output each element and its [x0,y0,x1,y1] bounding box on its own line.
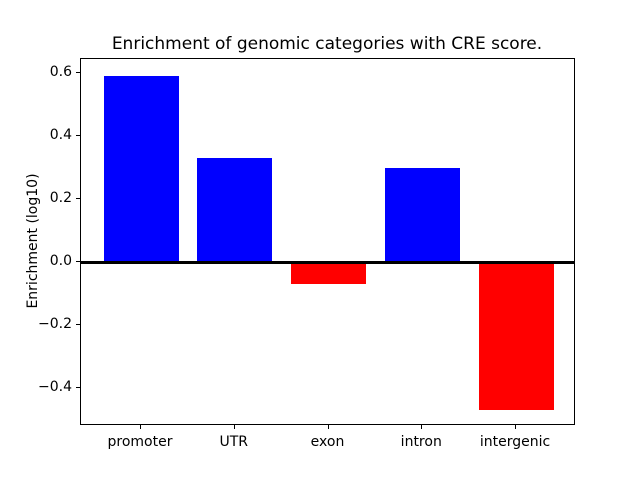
zero-line [81,260,574,264]
x-tick-label-exon: exon [310,434,345,450]
y-tick-label: 0.0 [49,252,72,269]
x-tick-mark-promoter [140,425,141,429]
y-tick-mark [76,134,80,136]
bar-exon [291,262,366,285]
x-tick-label-UTR: UTR [219,434,249,450]
x-tick-label-intergenic: intergenic [479,434,551,450]
y-tick-mark [76,386,80,388]
bar-UTR [197,158,273,263]
x-tick-mark-UTR [233,425,235,429]
y-tick-label: 0.4 [49,126,72,143]
y-tick-mark [76,71,80,73]
x-tick-mark-intron [421,425,423,429]
y-tick-label: −0.2 [38,315,72,332]
y-tick-mark [76,197,80,199]
bar-intron [384,167,460,263]
x-tick-mark-exon [327,425,329,429]
y-tick-mark [76,260,80,262]
x-tick-label-promoter: promoter [107,434,173,450]
bar-intergenic [478,262,554,411]
x-tick-label-intron: intron [400,434,442,450]
bar-promoter [103,76,179,263]
y-tick-mark [76,323,80,325]
plot-area [80,58,575,425]
y-tick-label: 0.6 [49,63,72,80]
y-tick-label: −0.4 [38,378,72,395]
y-tick-label: 0.2 [49,189,72,206]
chart-title: Enrichment of genomic categories with CR… [111,34,543,54]
x-tick-mark-intergenic [515,425,516,429]
